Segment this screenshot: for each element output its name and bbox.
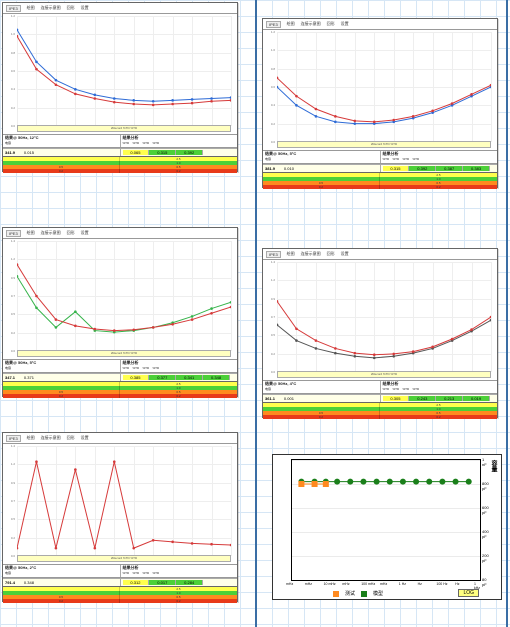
analysis-panel: IPE3 绘图连接示意图回形设置 1.21.00.80.60.40.20.02Rec… bbox=[2, 2, 238, 172]
panel-toolbar: IPE3 绘图连接示意图回形设置 bbox=[263, 249, 497, 260]
toolbar-item[interactable]: 设置 bbox=[81, 435, 89, 441]
model-label: IPE3 bbox=[6, 435, 21, 442]
line-chart: 1.41.20.90.70.50.20.02Record %TD %TD bbox=[17, 241, 231, 351]
toolbar-item[interactable]: 设置 bbox=[341, 21, 349, 27]
toolbar-item[interactable]: 绘图 bbox=[287, 251, 295, 257]
analysis-panel: IPE3 绘图连接示意图回形设置 1.21.00.80.60.40.20.02Rec… bbox=[262, 18, 498, 188]
model-label: IPE3 bbox=[6, 5, 21, 12]
model-label: IPE3 bbox=[6, 230, 21, 237]
analysis-cell: 结果分析%TD %TD %TD %TD bbox=[381, 151, 498, 163]
threshold-bars: 0.50.22.51.00.50.2 bbox=[263, 402, 497, 419]
analysis-cell: 结果分析%TD %TD %TD %TD bbox=[121, 360, 238, 372]
toolbar-item[interactable]: 回形 bbox=[67, 435, 75, 441]
data-left: 381.9 0.010 bbox=[263, 165, 381, 172]
threshold-bars: 0.50.22.51.00.50.2 bbox=[263, 172, 497, 189]
result-header: 结果@ 50Hz, 4°C电容结果分析%TD %TD %TD %TD bbox=[263, 380, 497, 394]
analysis-cell: 结果分析%TD %TD %TD %TD bbox=[381, 381, 498, 393]
data-row: 341.9 0.0150.0650.3150.392 bbox=[3, 148, 237, 156]
title-cell: 结果@ 50Hz, 5°C电容 bbox=[3, 360, 121, 372]
data-left: 361.1 0.001 bbox=[263, 395, 381, 402]
toolbar-item[interactable]: 绘图 bbox=[27, 435, 35, 441]
toolbar-item[interactable]: 连接示意图 bbox=[41, 230, 61, 236]
vertical-divider bbox=[255, 0, 257, 627]
toolbar-item[interactable]: 绘图 bbox=[27, 5, 35, 11]
model-label: IPE3 bbox=[266, 21, 281, 28]
toolbar-item[interactable]: 连接示意图 bbox=[301, 21, 321, 27]
threshold-bars: 0.50.22.51.00.50.2 bbox=[3, 586, 237, 603]
analysis-panel: IPE3 绘图连接示意图回形设置 1.41.20.90.70.50.20.02Rec… bbox=[2, 432, 238, 602]
data-left: 347.1 0.371 bbox=[3, 374, 121, 381]
toolbar-item[interactable]: 回形 bbox=[327, 21, 335, 27]
analysis-panel: IPE3 绘图连接示意图回形设置 1.41.20.90.70.50.20.02Rec… bbox=[2, 227, 238, 397]
result-header: 结果@ 50Hz, 5°C电容结果分析%TD %TD %TD %TD bbox=[3, 359, 237, 373]
plot-status-strip: 2Record %TD %TD bbox=[277, 371, 491, 378]
data-row: 791.4 0.3480.3120.0170.284 bbox=[3, 578, 237, 586]
toolbar-item[interactable]: 回形 bbox=[67, 230, 75, 236]
title-cell: 结果@ 50Hz, 5°C电容 bbox=[263, 151, 381, 163]
legend-swatch bbox=[333, 591, 339, 597]
capacitance-panel: 容量1 nF800 pF600 pF400 pF200 pF80 pFmHzmH… bbox=[272, 454, 502, 600]
data-right: 0.3150.3920.3870.383 bbox=[381, 165, 498, 172]
title-cell: 结果@ 50Hz, 4°C电容 bbox=[263, 381, 381, 393]
analysis-cell: 结果分析%TD %TD %TD %TD bbox=[121, 135, 238, 147]
vertical-divider bbox=[506, 0, 508, 627]
panel-toolbar: IPE3 绘图连接示意图回形设置 bbox=[263, 19, 497, 30]
threshold-bars: 0.50.22.51.00.50.2 bbox=[3, 381, 237, 398]
analysis-panel: IPE3 绘图连接示意图回形设置 1.41.20.90.70.50.20.02Rec… bbox=[262, 248, 498, 418]
result-header: 结果@ 50Hz, 2°C电容结果分析%TD %TD %TD %TD bbox=[3, 564, 237, 578]
toolbar-item[interactable]: 回形 bbox=[67, 5, 75, 11]
panel-toolbar: IPE3 绘图连接示意图回形设置 bbox=[3, 3, 237, 14]
toolbar-item[interactable]: 设置 bbox=[341, 251, 349, 257]
model-label: IPE3 bbox=[266, 251, 281, 258]
line-chart: 1.21.00.80.60.40.20.02Record %TD %TD bbox=[277, 32, 491, 142]
panel-toolbar: IPE3 绘图连接示意图回形设置 bbox=[3, 433, 237, 444]
toolbar-item[interactable]: 连接示意图 bbox=[301, 251, 321, 257]
result-header: 结果@ 50Hz, 12°C电容结果分析%TD %TD %TD %TD bbox=[3, 134, 237, 148]
data-right: 0.3850.3770.3410.348 bbox=[121, 374, 238, 381]
toolbar-item[interactable]: 回形 bbox=[327, 251, 335, 257]
threshold-bars: 0.50.22.51.00.50.2 bbox=[3, 156, 237, 173]
data-right: 0.3050.2430.2130.019 bbox=[381, 395, 498, 402]
line-chart: 1.41.20.90.70.50.20.02Record %TD %TD bbox=[277, 262, 491, 372]
title-cell: 结果@ 50Hz, 2°C电容 bbox=[3, 565, 121, 577]
log-scale-button[interactable]: LOG bbox=[458, 589, 479, 597]
data-row: 381.9 0.0100.3150.3920.3870.383 bbox=[263, 164, 497, 172]
plot-status-strip: 2Record %TD %TD bbox=[277, 141, 491, 148]
data-row: 361.1 0.0010.3050.2430.2130.019 bbox=[263, 394, 497, 402]
legend-swatch bbox=[361, 591, 367, 597]
data-left: 791.4 0.348 bbox=[3, 579, 121, 586]
toolbar-item[interactable]: 绘图 bbox=[287, 21, 295, 27]
data-row: 347.1 0.3710.3850.3770.3410.348 bbox=[3, 373, 237, 381]
result-header: 结果@ 50Hz, 5°C电容结果分析%TD %TD %TD %TD bbox=[263, 150, 497, 164]
plot-status-strip: 2Record %TD %TD bbox=[17, 125, 231, 132]
data-right: 0.3120.0170.284 bbox=[121, 579, 238, 586]
toolbar-item[interactable]: 设置 bbox=[81, 5, 89, 11]
y-axis-label: 容量 bbox=[489, 460, 498, 472]
analysis-cell: 结果分析%TD %TD %TD %TD bbox=[121, 565, 238, 577]
data-left: 341.9 0.015 bbox=[3, 149, 121, 156]
plot-status-strip: 2Record %TD %TD bbox=[17, 555, 231, 562]
toolbar-item[interactable]: 设置 bbox=[81, 230, 89, 236]
legend: 测试 模型 bbox=[333, 590, 383, 597]
legend-label: 测试 bbox=[345, 590, 355, 597]
panel-toolbar: IPE3 绘图连接示意图回形设置 bbox=[3, 228, 237, 239]
line-chart: 1.41.20.90.70.50.20.02Record %TD %TD bbox=[17, 446, 231, 556]
toolbar-item[interactable]: 连接示意图 bbox=[41, 5, 61, 11]
title-cell: 结果@ 50Hz, 12°C电容 bbox=[3, 135, 121, 147]
capacitance-chart: 容量1 nF800 pF600 pF400 pF200 pF80 pFmHzmH… bbox=[291, 459, 481, 581]
data-right: 0.0650.3150.392 bbox=[121, 149, 238, 156]
toolbar-item[interactable]: 连接示意图 bbox=[41, 435, 61, 441]
toolbar-item[interactable]: 绘图 bbox=[27, 230, 35, 236]
legend-label: 模型 bbox=[373, 590, 383, 597]
plot-status-strip: 2Record %TD %TD bbox=[17, 350, 231, 357]
line-chart: 1.21.00.80.60.40.20.02Record %TD %TD bbox=[17, 16, 231, 126]
